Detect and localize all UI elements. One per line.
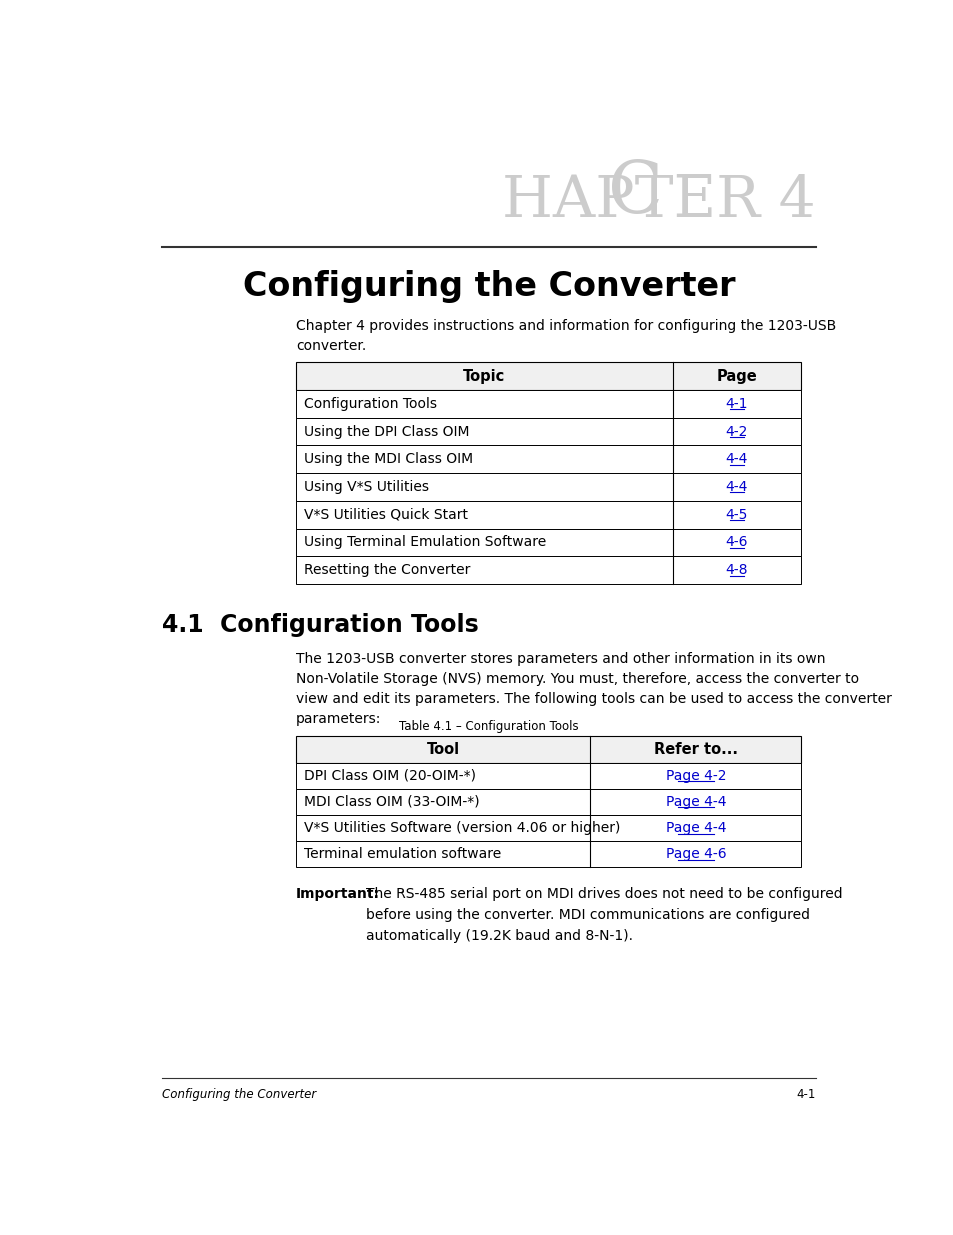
Text: Resetting the Converter: Resetting the Converter bbox=[304, 563, 471, 577]
Bar bbox=[295, 841, 801, 867]
Text: The RS-485 serial port on MDI drives does not need to be configured
before using: The RS-485 serial port on MDI drives doe… bbox=[365, 888, 841, 942]
Text: Refer to...: Refer to... bbox=[653, 742, 737, 757]
Text: Table 4.1 – Configuration Tools: Table 4.1 – Configuration Tools bbox=[398, 720, 578, 732]
Text: Configuring the Converter: Configuring the Converter bbox=[242, 270, 735, 303]
Text: Terminal emulation software: Terminal emulation software bbox=[304, 847, 501, 861]
Text: 4-5: 4-5 bbox=[725, 508, 747, 521]
Text: Page 4-2: Page 4-2 bbox=[665, 768, 725, 783]
Text: Tool: Tool bbox=[426, 742, 459, 757]
Text: Using V*S Utilities: Using V*S Utilities bbox=[304, 480, 429, 494]
Bar bbox=[295, 473, 801, 501]
Text: Topic: Topic bbox=[462, 368, 505, 384]
Text: DPI Class OIM (20-OIM-*): DPI Class OIM (20-OIM-*) bbox=[304, 768, 476, 783]
Text: V*S Utilities Software (version 4.06 or higher): V*S Utilities Software (version 4.06 or … bbox=[304, 821, 620, 835]
Text: Page: Page bbox=[716, 368, 757, 384]
Bar bbox=[295, 763, 801, 789]
Text: 4-8: 4-8 bbox=[725, 563, 747, 577]
Bar bbox=[295, 390, 801, 417]
Text: MDI Class OIM (33-OIM-*): MDI Class OIM (33-OIM-*) bbox=[304, 795, 479, 809]
Text: Important:: Important: bbox=[295, 888, 379, 902]
Text: 4.1  Configuration Tools: 4.1 Configuration Tools bbox=[162, 614, 478, 637]
Text: Page 4-4: Page 4-4 bbox=[665, 821, 725, 835]
Text: Chapter 4 provides instructions and information for configuring the 1203-USB
con: Chapter 4 provides instructions and info… bbox=[295, 319, 836, 353]
Text: The 1203-USB converter stores parameters and other information in its own
Non-Vo: The 1203-USB converter stores parameters… bbox=[295, 652, 891, 726]
Bar bbox=[295, 789, 801, 815]
Text: V*S Utilities Quick Start: V*S Utilities Quick Start bbox=[304, 508, 468, 521]
Text: Configuring the Converter: Configuring the Converter bbox=[162, 1088, 315, 1100]
Text: 4-1: 4-1 bbox=[796, 1088, 815, 1100]
Bar bbox=[295, 736, 801, 763]
Bar bbox=[295, 362, 801, 390]
Text: Page 4-4: Page 4-4 bbox=[665, 795, 725, 809]
Text: Configuration Tools: Configuration Tools bbox=[304, 396, 437, 411]
Bar bbox=[295, 446, 801, 473]
Bar bbox=[295, 815, 801, 841]
Text: Using Terminal Emulation Software: Using Terminal Emulation Software bbox=[304, 536, 546, 550]
Text: Using the DPI Class OIM: Using the DPI Class OIM bbox=[304, 425, 470, 438]
Bar bbox=[295, 501, 801, 529]
Text: 4-4: 4-4 bbox=[725, 480, 747, 494]
Text: Page 4-6: Page 4-6 bbox=[665, 847, 725, 861]
Bar bbox=[295, 556, 801, 584]
Bar bbox=[295, 529, 801, 556]
Text: 4-1: 4-1 bbox=[725, 396, 747, 411]
Text: 4-4: 4-4 bbox=[725, 452, 747, 467]
Text: 4-2: 4-2 bbox=[725, 425, 747, 438]
Text: Using the MDI Class OIM: Using the MDI Class OIM bbox=[304, 452, 473, 467]
Text: C: C bbox=[608, 158, 663, 228]
Bar bbox=[295, 417, 801, 446]
Text: 4-6: 4-6 bbox=[725, 536, 747, 550]
Text: HAPTER 4: HAPTER 4 bbox=[502, 173, 815, 228]
